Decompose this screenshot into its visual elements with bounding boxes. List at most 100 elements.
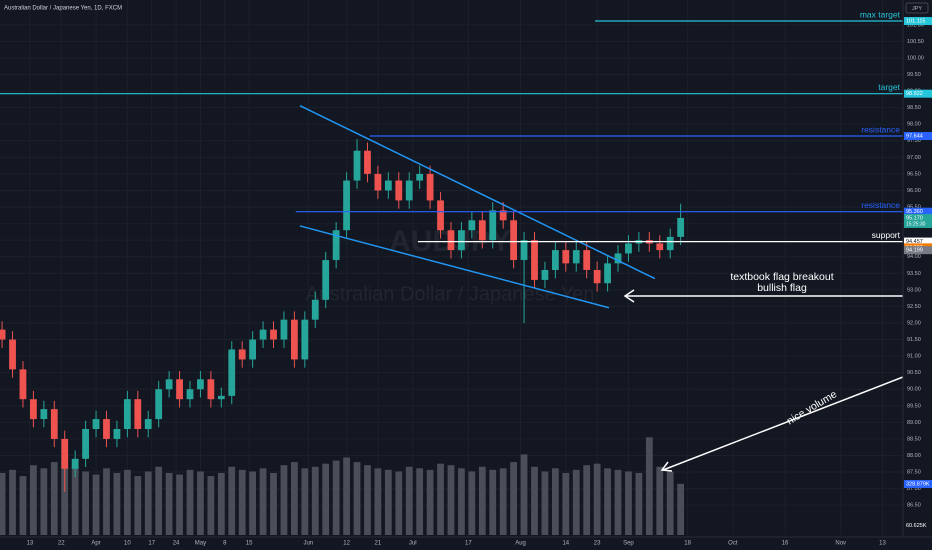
level-tag <box>904 17 932 26</box>
x-tick-label: Oct <box>728 541 738 547</box>
candle-body <box>478 220 486 241</box>
x-tick-label: 22 <box>58 541 65 547</box>
x-tick-label: Apr <box>91 541 100 547</box>
volume-bar <box>614 469 622 535</box>
volume-bar <box>656 466 664 535</box>
volume-bar <box>562 472 570 535</box>
volume-bar <box>113 472 121 535</box>
volume-bar <box>50 462 58 535</box>
candle-body <box>489 210 497 241</box>
candle-body <box>604 263 611 284</box>
volume-bar <box>625 471 632 535</box>
candle-body <box>426 173 434 201</box>
trendline <box>299 105 656 280</box>
candle-body <box>364 150 371 174</box>
y-tick-label: 90.50 <box>907 370 921 376</box>
candle-body <box>217 395 225 400</box>
candle-body <box>259 329 267 340</box>
volume-bar <box>311 466 319 535</box>
candle-body <box>666 236 674 251</box>
candle-body <box>238 349 246 360</box>
candle-body <box>572 250 580 264</box>
y-tick-label: 91.50 <box>907 337 921 343</box>
candle-body <box>437 200 444 231</box>
volume-tag-label: 328.879K <box>906 481 930 487</box>
level-name: target <box>878 82 900 92</box>
x-tick-label: 16 <box>782 541 789 547</box>
level-tag-label: 95.360 <box>906 209 923 215</box>
price-tag-label: 94.199 <box>906 248 923 254</box>
note: textbook flag breakout <box>730 271 833 283</box>
candle-body <box>499 210 507 221</box>
volume-bar <box>583 465 591 535</box>
y-tick-label: 97.50 <box>907 138 921 144</box>
y-tick-label: 98.50 <box>907 105 921 111</box>
candle-body <box>123 399 131 429</box>
volume-bar <box>71 466 79 535</box>
y-tick-label: 99.50 <box>907 72 921 78</box>
volume-bar <box>290 462 298 535</box>
y-tick-label: 89.50 <box>907 403 921 409</box>
volume-bar <box>531 466 538 535</box>
candle-body <box>186 389 194 400</box>
volume-bar <box>572 469 580 535</box>
candle-body <box>374 173 382 191</box>
candle-body <box>207 379 215 400</box>
volume-bar <box>238 469 246 535</box>
volume-bar <box>217 472 225 535</box>
volume-bar <box>40 468 48 535</box>
x-tick-label: 15 <box>246 541 253 547</box>
x-tick-label: Aug <box>515 541 526 547</box>
price-tag <box>904 246 932 255</box>
level-tag-label: 101.115 <box>906 18 925 24</box>
volume-bar <box>155 466 163 535</box>
candle-body <box>228 349 236 396</box>
axes: 86.50 87.00 87.50 88.00 88.50 89.00 89.50 90.00… <box>27 17 932 547</box>
volume-tag <box>904 521 932 530</box>
y-tick-label: 92.00 <box>907 320 921 326</box>
candle-body <box>103 419 110 439</box>
x-tick-label: May <box>195 541 206 547</box>
candle-body <box>656 243 664 251</box>
y-tick-label: 100.00 <box>907 55 924 61</box>
x-tick-label: 24 <box>173 541 180 547</box>
volume-bar <box>207 476 215 535</box>
volume-bar <box>458 468 465 535</box>
price-tag-label: 95.170 <box>906 215 923 221</box>
volume-tag-label: 60.625K <box>906 523 927 529</box>
volume-bar <box>103 468 110 535</box>
volume-bar <box>259 468 267 535</box>
level-tag-label: 97.644 <box>906 133 923 139</box>
volume-bar <box>478 466 486 535</box>
level-tag-label: 98.922 <box>906 91 923 97</box>
candle-body <box>332 230 340 261</box>
volume-bar <box>395 471 403 535</box>
level-tag <box>904 207 932 216</box>
volume-bar <box>270 472 277 535</box>
y-tick-label: 92.50 <box>907 304 921 310</box>
volume-pane <box>0 437 685 535</box>
x-tick-label: 13 <box>27 541 34 547</box>
candle-body <box>416 173 424 181</box>
x-tick-label: 18 <box>684 541 691 547</box>
y-tick-label: 93.50 <box>907 271 921 277</box>
volume-bar <box>520 454 528 535</box>
volume-bar <box>280 465 288 535</box>
level-name: max target <box>860 9 901 19</box>
x-tick-label: Jul <box>409 541 417 547</box>
volume-bar <box>551 468 559 535</box>
candle-body <box>458 230 465 251</box>
x-tick-label: Sep <box>623 541 634 547</box>
candle-body <box>249 339 257 360</box>
candle-body <box>30 399 37 420</box>
volume-bar <box>541 471 549 535</box>
level-tag <box>904 132 932 141</box>
volume-bar <box>468 471 476 535</box>
candle-body <box>311 299 319 320</box>
volume-bar <box>437 463 444 535</box>
volume-bar <box>426 469 434 535</box>
volume-bar <box>384 469 392 535</box>
x-tick-label: 10 <box>124 541 131 547</box>
